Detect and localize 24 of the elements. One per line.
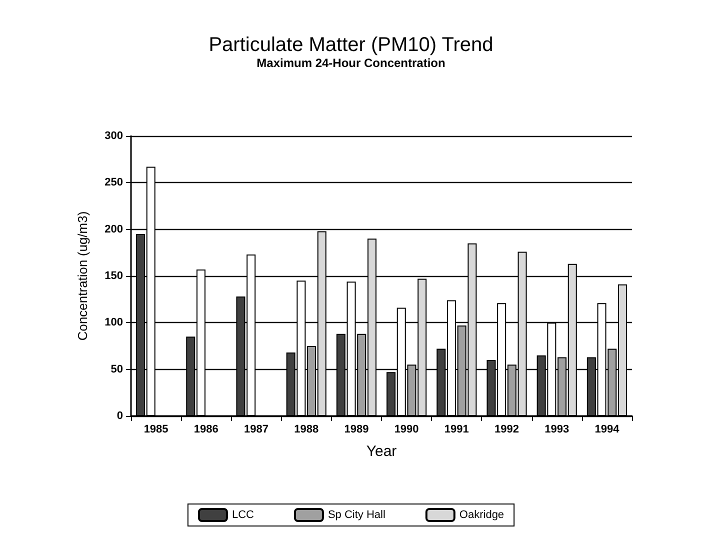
legend-label: LCC [232,509,254,521]
legend-label: Sp City Hall [328,509,386,521]
chart-subtitle: Maximum 24-Hour Concentration [256,56,446,70]
y-tick-label: 300 [104,130,123,142]
y-tick-label: 100 [104,316,123,329]
x-tick-label: 1988 [294,424,319,436]
y-tick-label: 250 [104,176,123,189]
x-axis-title: Year [366,443,397,460]
x-tick-label: 1992 [494,424,519,436]
x-tick-label: 1989 [344,424,369,436]
y-axis-title: Concentration (ug/m3) [75,211,90,341]
y-tick-label: 150 [104,270,123,282]
y-tick-label: 200 [104,223,123,236]
x-tick-label: 1993 [544,424,570,436]
x-tick-label: 1990 [394,424,419,436]
legend-label: Oakridge [459,509,504,521]
x-tick-label: 1987 [244,424,268,436]
x-tick-label: 1986 [194,424,218,436]
x-tick-label: 1994 [594,424,620,436]
x-tick-label: 1985 [144,424,168,436]
chart-title: Particulate Matter (PM10) Trend [208,34,494,56]
x-tick-label: 1991 [444,424,469,436]
y-tick-label: 0 [116,410,123,422]
y-tick-label: 50 [110,363,123,376]
